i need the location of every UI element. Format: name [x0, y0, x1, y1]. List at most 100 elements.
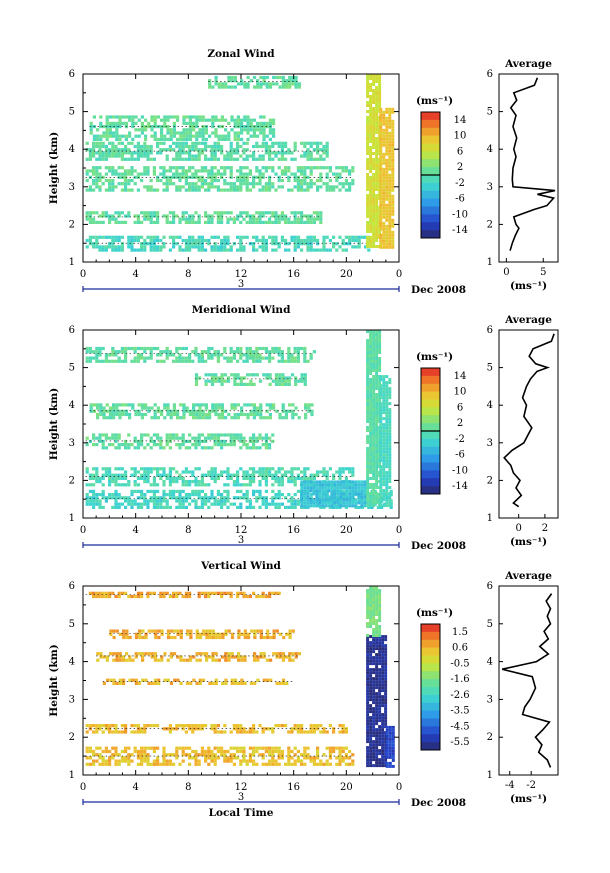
heatmap-cell: [388, 203, 392, 207]
colorbar-step: [421, 438, 440, 448]
heatmap-cell: [236, 115, 240, 119]
heatmap-cell: [344, 746, 348, 750]
heatmap-cell: [220, 439, 224, 443]
heatmap-cell: [223, 242, 227, 246]
heatmap-cell: [236, 137, 240, 141]
heatmap-cell: [172, 493, 176, 497]
heatmap-cell: [213, 753, 217, 757]
heatmap-cell: [245, 759, 249, 763]
heatmap-cell: [385, 146, 389, 150]
heatmap-cell: [342, 483, 346, 487]
heatmap-cell: [252, 467, 256, 471]
heatmap-cell: [156, 759, 160, 763]
heatmap-cell: [96, 137, 100, 141]
heatmap-cell: [262, 137, 266, 141]
heatmap-cell: [303, 483, 307, 487]
heatmap-cell: [127, 151, 131, 155]
heatmap-cell: [264, 144, 268, 149]
heatmap-cell: [92, 762, 96, 766]
heatmap-cell: [96, 658, 100, 662]
heatmap-cell: [372, 396, 376, 399]
heatmap-cell: [264, 238, 268, 243]
heatmap-cell: [130, 178, 134, 183]
heatmap-cell: [256, 128, 260, 132]
heatmap-cell: [258, 746, 262, 750]
heatmap-cell: [284, 166, 288, 170]
heatmap-cell: [207, 182, 211, 186]
heatmap-cell: [181, 248, 185, 252]
heatmap-cell: [325, 248, 329, 252]
heatmap-cell: [391, 122, 395, 126]
heatmap-cell: [207, 217, 211, 221]
heatmap-cell: [379, 176, 383, 180]
heatmap-cell: [237, 658, 241, 662]
heatmap-cell: [95, 185, 99, 189]
heatmap-cell: [223, 433, 227, 437]
heatmap-cell: [389, 489, 393, 493]
heatmap-cell: [185, 115, 189, 119]
heatmap-cell: [357, 492, 361, 496]
heatmap-cell: [385, 215, 389, 219]
heatmap-cell: [345, 504, 349, 508]
heatmap-cell: [288, 79, 292, 83]
heatmap-cell: [192, 115, 196, 119]
heatmap-cell: [200, 182, 204, 186]
heatmap-cell: [136, 756, 140, 760]
heatmap-cell: [178, 172, 182, 176]
heatmap-cell: [336, 492, 340, 496]
heatmap-cell: [194, 756, 198, 760]
heatmap-cell: [306, 501, 310, 505]
heatmap-cell: [95, 151, 99, 155]
heatmap-cell: [375, 453, 379, 456]
heatmap-cell: [98, 214, 102, 218]
heatmap-cell: [181, 217, 185, 221]
heatmap-cell: [117, 493, 121, 497]
heatmap-cell: [124, 188, 128, 192]
heatmap-cell: [306, 148, 310, 152]
heatmap-cell: [149, 762, 153, 766]
heatmap-cell: [136, 753, 140, 757]
heatmap-cell: [172, 242, 176, 246]
heatmap-cell: [306, 214, 310, 218]
heatmap-cell: [306, 217, 310, 221]
heatmap-cell: [376, 505, 380, 509]
heatmap-cell: [366, 92, 370, 95]
heatmap-cell: [293, 759, 297, 763]
heatmap-cell: [88, 211, 92, 215]
heatmap-cell: [391, 155, 395, 159]
heatmap-cell: [385, 423, 389, 427]
heatmap-cell: [375, 197, 379, 200]
heatmap-cell: [143, 148, 147, 152]
heatmap-cell: [229, 166, 233, 170]
heatmap-cell: [366, 230, 370, 233]
heatmap-cell: [156, 746, 160, 750]
heatmap-cell: [236, 188, 240, 192]
heatmap-cell: [309, 356, 313, 360]
heatmap-cell: [104, 166, 108, 170]
heatmap-cell: [322, 473, 326, 477]
heatmap-cell: [111, 473, 115, 477]
heatmap-cell: [300, 476, 304, 480]
heatmap-cell: [372, 230, 376, 233]
heatmap-cell: [191, 172, 195, 176]
heatmap-cell: [162, 759, 166, 763]
heatmap-cell: [290, 749, 294, 754]
heatmap-cell: [117, 235, 121, 239]
heatmap-cell: [280, 359, 284, 363]
heatmap-cell: [243, 655, 247, 659]
heatmap-cell: [213, 499, 217, 503]
heatmap-cell: [172, 489, 176, 493]
heatmap-cell: [284, 376, 288, 380]
heatmap-cell: [274, 746, 278, 750]
heatmap-cell: [140, 211, 144, 215]
heatmap-cell: [210, 436, 214, 440]
heatmap-cell: [277, 762, 281, 766]
heatmap-cell: [220, 406, 224, 410]
heatmap-cell: [216, 499, 220, 503]
heatmap-cell: [133, 483, 137, 487]
heatmap-cell: [101, 359, 105, 363]
heatmap-cell: [105, 134, 109, 138]
heatmap-cell: [200, 505, 204, 509]
heatmap-cell: [309, 154, 313, 158]
heatmap-cell: [300, 154, 304, 158]
